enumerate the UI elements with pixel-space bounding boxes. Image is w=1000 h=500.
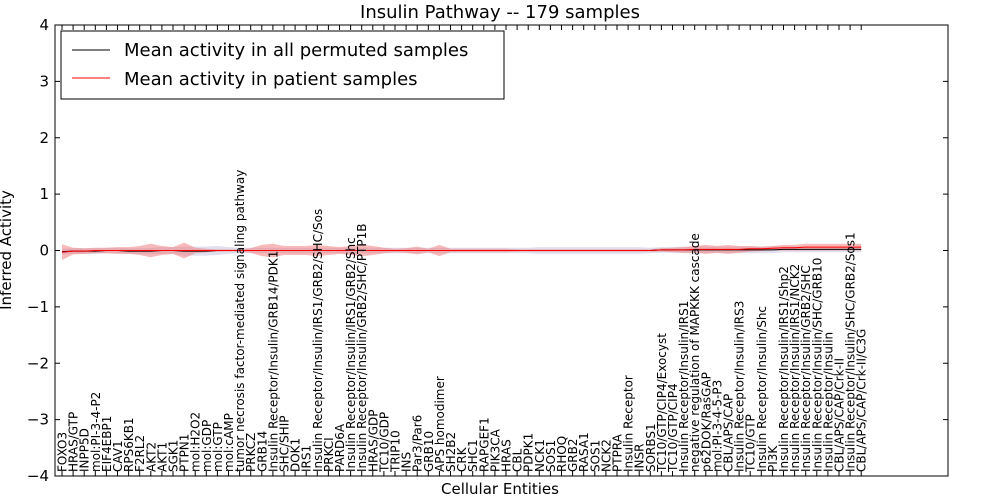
x-tick-label: tumor necrosis factor-mediated signaling… <box>233 170 247 472</box>
legend: Mean activity in all permuted samples Me… <box>61 31 504 99</box>
legend-label-patient: Mean activity in patient samples <box>124 69 418 90</box>
y-tick-label: 2 <box>39 129 49 147</box>
y-tick-label: −2 <box>27 354 49 372</box>
y-tick-label: 4 <box>39 16 49 34</box>
x-tick-label: CBL/APS/CAP/Crk-II/C3G <box>855 329 869 472</box>
legend-label-permuted: Mean activity in all permuted samples <box>124 40 468 61</box>
x-axis-label: Cellular Entities <box>441 480 559 498</box>
chart-title: Insulin Pathway -- 179 samples <box>360 2 640 23</box>
y-tick-label: 0 <box>39 242 49 260</box>
chart: Insulin Pathway -- 179 samples Cellular … <box>0 0 1000 500</box>
y-tick-label: −3 <box>27 411 49 429</box>
y-tick-label: −1 <box>27 298 49 316</box>
x-tick-label: Insulin Receptor/Insulin/IRS1/GRB2/SHC/S… <box>311 209 325 472</box>
y-tick-label: 1 <box>39 185 49 203</box>
y-tick-label: 3 <box>39 72 49 90</box>
y-tick-label: −4 <box>27 467 49 485</box>
y-axis-label: Inferred Activity <box>0 190 15 310</box>
